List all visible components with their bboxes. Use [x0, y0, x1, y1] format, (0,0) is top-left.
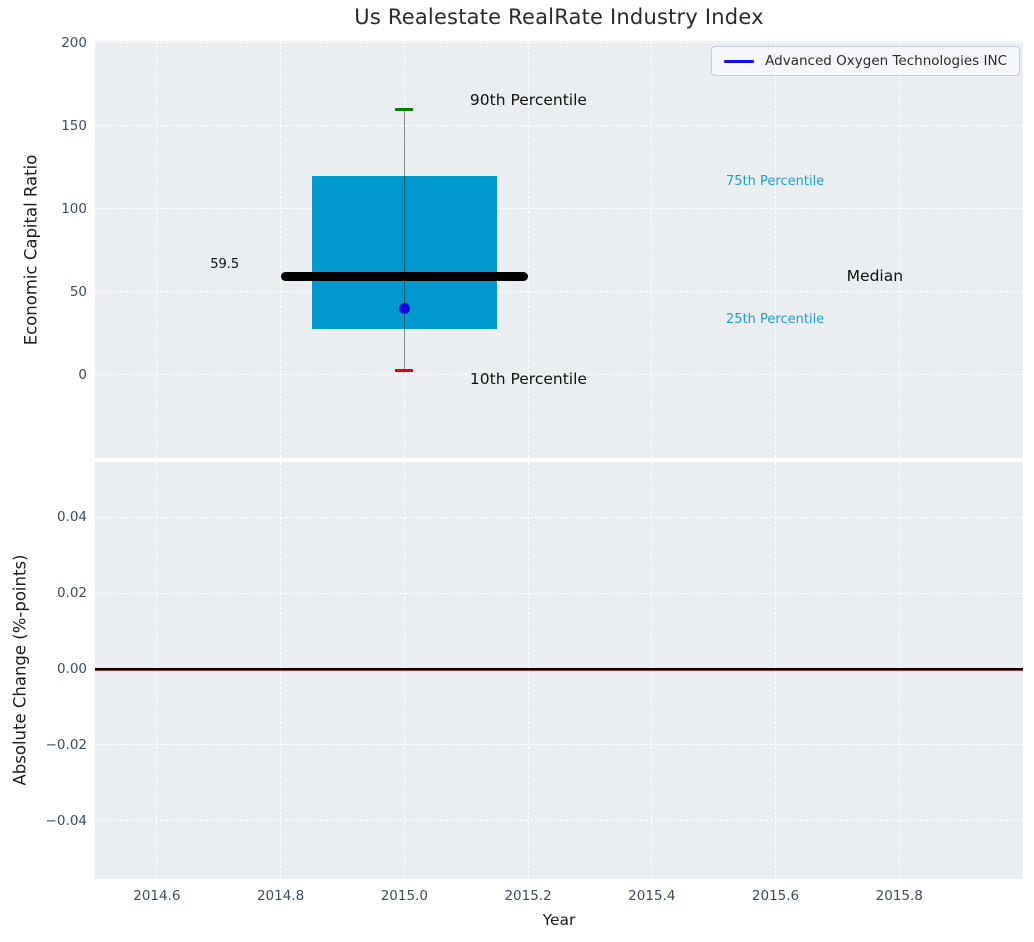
- annotation-75th-percentile: 75th Percentile: [726, 173, 825, 189]
- gridline-vertical: [527, 41, 529, 458]
- axes-economic-capital-ratio: 90th Percentile 75th Percentile Median 25th…: [95, 41, 1023, 458]
- whisker-line: [403, 109, 405, 371]
- x-axis-label: Year: [542, 911, 576, 929]
- company-change-line: [95, 668, 1023, 671]
- y-tick-label: −0.02: [45, 736, 87, 753]
- gridline-horizontal: [95, 516, 1023, 518]
- annotation-median: Median: [846, 266, 904, 285]
- gridline-horizontal: [95, 820, 1023, 822]
- gridline-horizontal: [95, 592, 1023, 594]
- legend-line-sample: [724, 59, 755, 63]
- y-tick-label: 0.00: [56, 660, 87, 677]
- y-axis-label-top: Economic Capital Ratio: [21, 154, 41, 346]
- y-tick-label: 0.04: [56, 509, 87, 526]
- gridline-horizontal: [95, 42, 1023, 44]
- median-line: [280, 271, 529, 281]
- x-tick-label: 2015.8: [875, 888, 923, 904]
- gridline-vertical: [156, 41, 158, 458]
- gridline-vertical: [898, 41, 900, 458]
- y-tick-label: −0.04: [45, 812, 87, 829]
- gridline-vertical: [280, 41, 282, 458]
- y-tick-label: 100: [61, 200, 87, 217]
- x-tick-label: 2015.6: [751, 888, 800, 904]
- x-tick-label: 2014.6: [133, 888, 181, 904]
- y-tick-label: 150: [61, 117, 87, 134]
- legend-label: Advanced Oxygen Technologies INC: [765, 53, 1007, 69]
- y-tick-label: 0: [78, 366, 87, 383]
- gridline-horizontal: [95, 744, 1023, 746]
- x-tick-label: 2015.0: [380, 888, 428, 904]
- y-tick-label: 200: [61, 34, 87, 51]
- y-tick-label: 50: [69, 283, 87, 300]
- x-tick-label: 2015.2: [504, 888, 552, 904]
- company-point: [398, 303, 410, 315]
- chart-title: Us Realestate RealRate Industry Index: [354, 5, 764, 29]
- annotation-90th-percentile: 90th Percentile: [469, 91, 587, 110]
- annotation-59-5: 59.5: [210, 257, 240, 273]
- y-tick-label: 0.02: [56, 585, 87, 602]
- annotation-10th-percentile: 10th Percentile: [469, 370, 587, 389]
- gridline-horizontal: [95, 291, 1023, 293]
- gridline-vertical: [651, 41, 653, 458]
- annotation-25th-percentile: 25th Percentile: [726, 311, 825, 327]
- zero-line: [95, 667, 1023, 670]
- whisker-cap-10th: [395, 369, 414, 373]
- gridline-horizontal: [95, 374, 1023, 376]
- gridline-horizontal: [95, 208, 1023, 210]
- gridline-horizontal: [95, 125, 1023, 127]
- axes-absolute-change: [95, 462, 1023, 879]
- x-tick-label: 2015.4: [628, 888, 676, 904]
- legend: Advanced Oxygen Technologies INC: [711, 46, 1020, 76]
- gridline-vertical: [775, 41, 777, 458]
- x-tick-label: 2014.8: [256, 888, 305, 904]
- whisker-cap-90th: [395, 107, 414, 111]
